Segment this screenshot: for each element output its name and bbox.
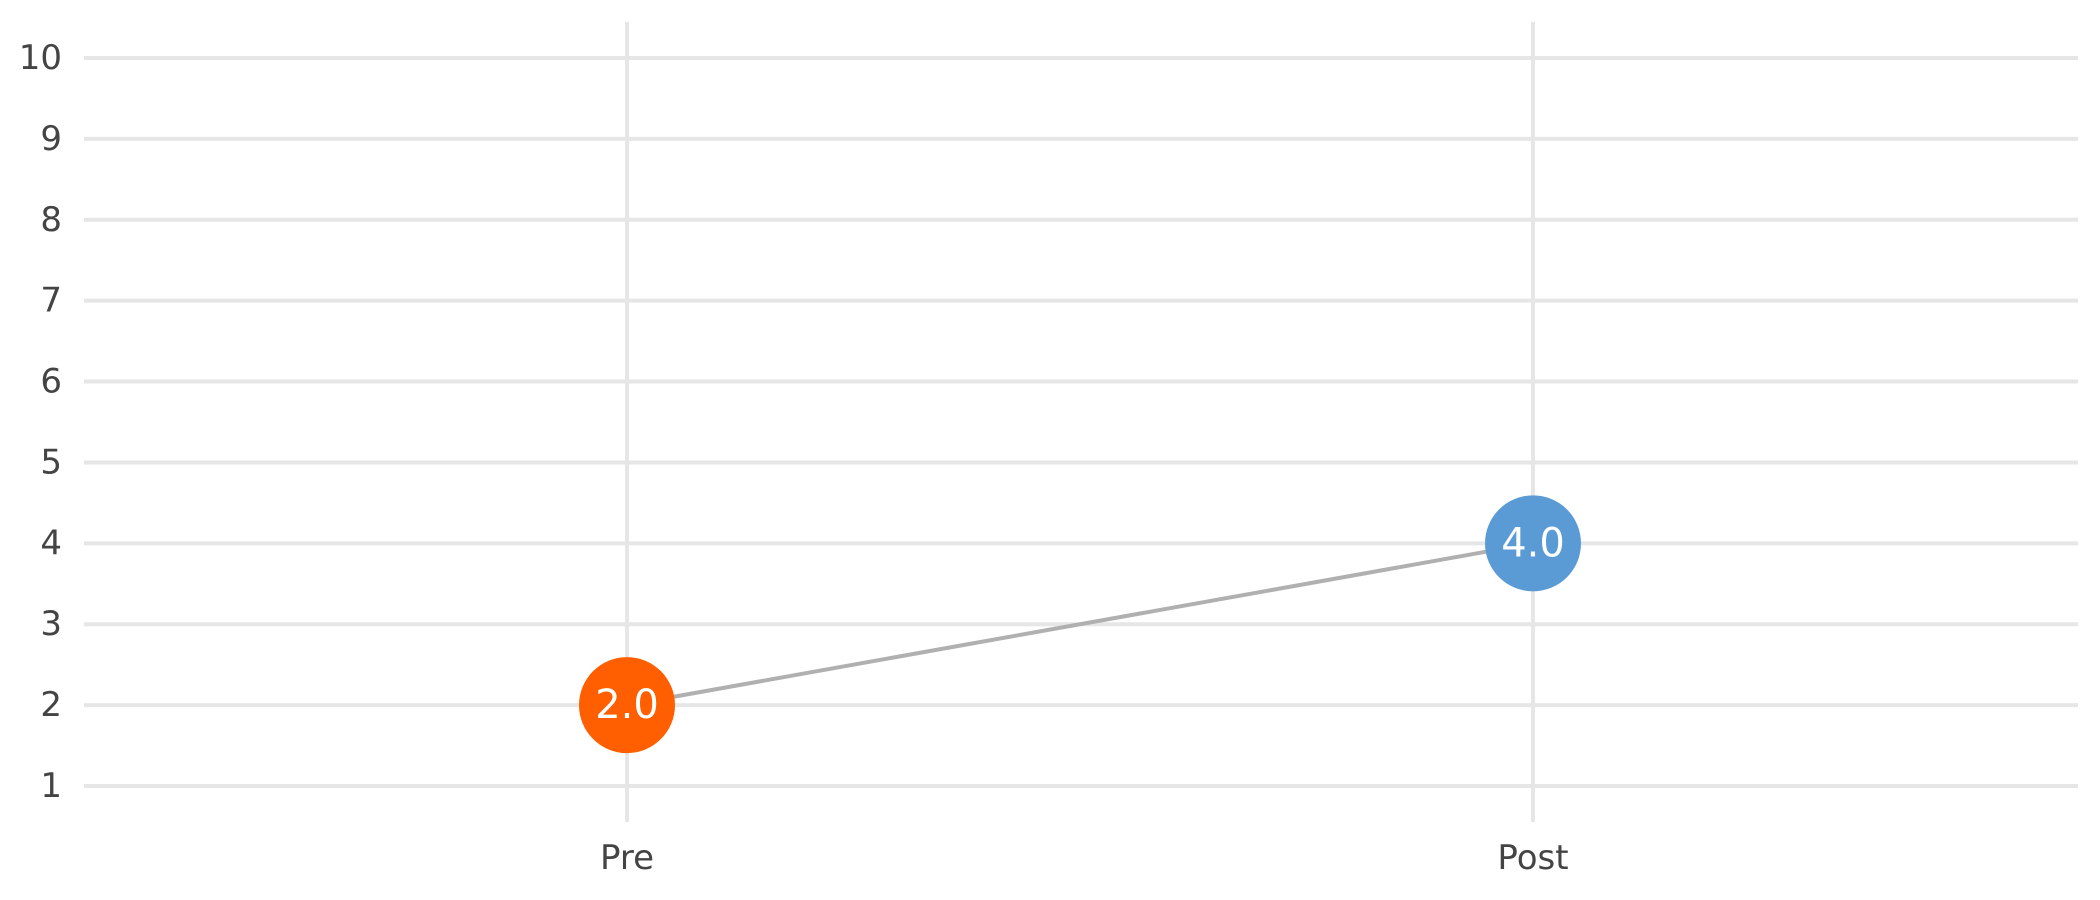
point-label-post: 4.0 <box>1501 520 1565 566</box>
y-tick-label-3: 3 <box>40 604 62 644</box>
point-post <box>1485 495 1581 592</box>
y-tick-label-10: 10 <box>19 38 62 78</box>
y-tick-label-5: 5 <box>40 442 62 482</box>
y-tick-label-9: 9 <box>40 119 62 159</box>
connector-line <box>626 541 1534 708</box>
y-tick-label-1: 1 <box>40 766 62 806</box>
y-tick-label-4: 4 <box>40 523 62 563</box>
point-label-pre: 2.0 <box>595 682 659 728</box>
horizontal-gridlines <box>84 56 2078 788</box>
y-tick-label-8: 8 <box>40 200 62 240</box>
series-pre-post: 2.0 4.0 <box>579 495 1581 754</box>
y-tick-label-6: 6 <box>40 362 62 402</box>
y-tick-label-2: 2 <box>40 685 62 725</box>
vertical-gridlines <box>625 22 1535 822</box>
x-axis-tick-labels: Pre Post <box>600 838 1569 878</box>
y-axis-tick-labels: 1 2 3 4 5 6 7 8 9 10 <box>19 38 62 806</box>
y-tick-label-7: 7 <box>40 281 62 321</box>
x-tick-label-post: Post <box>1497 838 1568 878</box>
point-pre <box>579 657 675 754</box>
x-tick-label-pre: Pre <box>600 838 654 878</box>
